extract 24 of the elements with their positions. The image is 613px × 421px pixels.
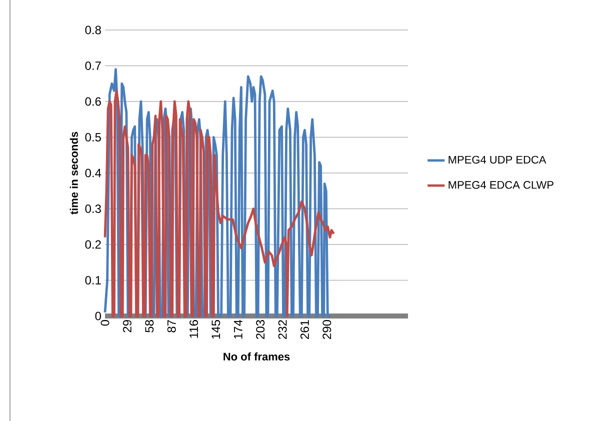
y-tick-label: 0.3 <box>85 204 101 213</box>
y-tick-label: 0.6 <box>85 97 101 106</box>
x-axis-title: No of frames <box>224 352 290 360</box>
legend-label: MPEG4 EDCA CLWP <box>448 181 554 189</box>
y-tick-label: 0.5 <box>85 133 101 142</box>
x-tick-label: 0 <box>100 320 110 326</box>
y-tick-label: 0.7 <box>85 62 101 70</box>
x-tick-label: 174 <box>234 320 242 339</box>
y-tick-label: 0.8 <box>85 26 101 34</box>
x-tick-label: 29 <box>122 320 132 332</box>
y-tick-label: 0.2 <box>85 240 101 249</box>
y-tick-label: 0 <box>95 312 102 320</box>
legend-label: MPEG4 UDP EDCA <box>448 156 546 164</box>
x-tick-label: 58 <box>145 320 154 332</box>
x-tick-label: 203 <box>256 320 265 339</box>
y-tick-label: 0.4 <box>85 168 102 178</box>
y-tick-label: 0.1 <box>85 276 101 284</box>
x-tick-label: 116 <box>190 320 198 338</box>
x-tick-label: 290 <box>322 320 332 339</box>
y-axis-title: time in seconds <box>70 132 78 214</box>
x-tick-label: 145 <box>212 320 220 339</box>
x-tick-label: 87 <box>167 320 176 332</box>
x-tick-label: 232 <box>278 320 287 339</box>
x-tick-label: 261 <box>300 320 309 339</box>
